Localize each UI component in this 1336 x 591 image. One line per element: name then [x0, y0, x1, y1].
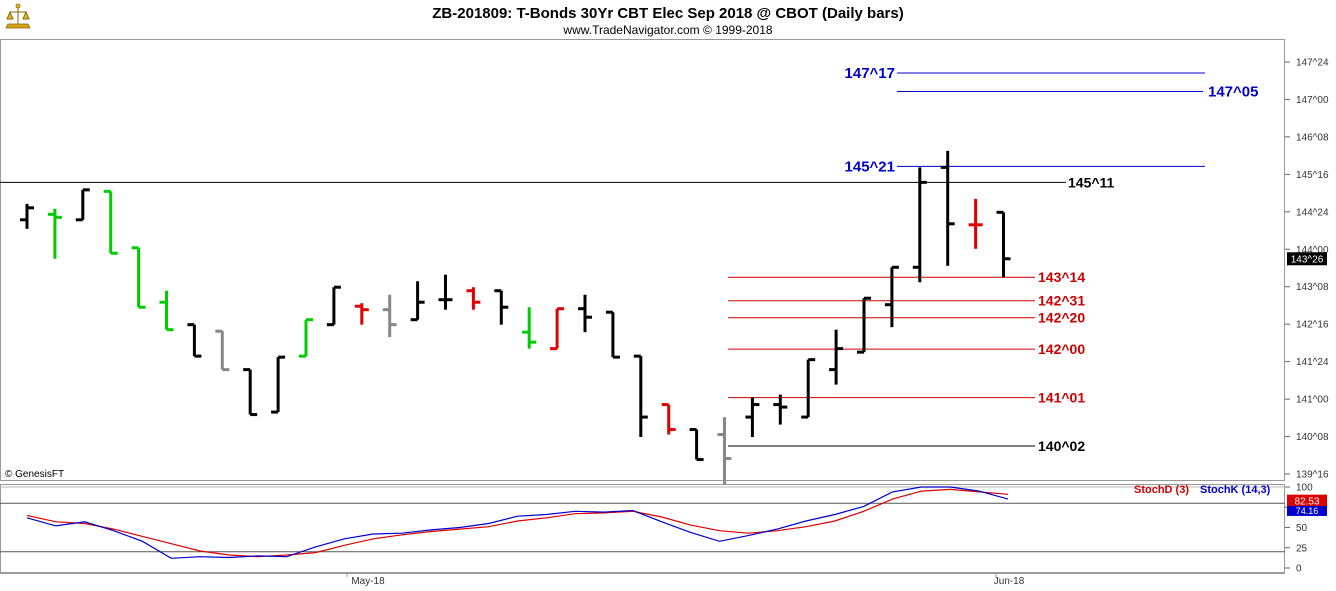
ohlc-bar	[661, 403, 676, 435]
ohlc-bar	[605, 310, 620, 359]
ohlc-bar	[550, 307, 565, 351]
level-label: 143^14	[1038, 269, 1085, 285]
ohlc-bar	[745, 397, 760, 438]
price-tick-label: 144^24	[1296, 207, 1329, 218]
ohlc-bar	[689, 428, 704, 462]
ohlc-bar	[410, 281, 425, 322]
date-label-may: May-18	[351, 576, 385, 587]
ohlc-bar	[801, 358, 816, 419]
stoch-d-value: 82.53	[1294, 497, 1319, 508]
stoch-d-badge	[1287, 494, 1327, 508]
stoch-d-line	[26, 488, 1009, 558]
ohlc-bar	[103, 189, 118, 255]
ohlc-bar	[884, 265, 899, 328]
level-label: 147^05	[1208, 83, 1258, 100]
indicator-pane	[0, 484, 1285, 573]
date-label-jun: Jun-18	[994, 576, 1025, 587]
chart-subtitle: www.TradeNavigator.com © 1999-2018	[562, 23, 772, 37]
ohlc-bar	[940, 150, 955, 266]
chart-title: ZB-201809: T-Bonds 30Yr CBT Elec Sep 201…	[432, 5, 903, 22]
level-label: 140^02	[1038, 438, 1085, 454]
ohlc-bar	[75, 188, 90, 222]
ohlc-bar	[299, 318, 313, 358]
ohlc-bar	[187, 323, 202, 358]
ohlc-bar	[773, 394, 788, 425]
price-tick-label: 141^00	[1296, 395, 1329, 406]
level-label: 141^01	[1038, 390, 1085, 406]
ohlc-bar	[47, 208, 62, 259]
ohlc-bar	[131, 246, 146, 309]
level-label: 145^21	[845, 158, 895, 175]
ohlc-bar	[633, 354, 648, 438]
stoch-k-line	[26, 486, 1009, 559]
ohlc-bar	[354, 303, 369, 325]
ohlc-bar	[20, 203, 34, 229]
level-label: 142^31	[1038, 293, 1085, 309]
last-price-badge	[1287, 252, 1327, 266]
stoch-tick-label: 50	[1296, 523, 1308, 534]
stoch-k-badge	[1287, 505, 1327, 516]
ohlc-bar	[829, 329, 844, 385]
price-tick-label: 145^16	[1296, 170, 1329, 181]
ohlc-bar	[996, 210, 1011, 278]
level-label: 145^11	[1068, 174, 1115, 190]
stoch-tick-label: 0	[1296, 564, 1302, 575]
ohlc-bar	[578, 294, 592, 333]
ohlc-bar	[215, 329, 230, 372]
stoch-tick-label: 25	[1296, 543, 1308, 554]
stochastic-layer: StochD (3)StochK (14,3)100755025082.5374…	[0, 483, 1327, 575]
stoch-k-value: 74.16	[1296, 506, 1319, 516]
ohlc-bar	[326, 285, 341, 327]
price-tick-label: 139^16	[1296, 470, 1329, 481]
ohlc-bar	[717, 417, 732, 485]
price-tick-label: 144^00	[1296, 245, 1329, 256]
ohlc-bar	[271, 355, 286, 414]
stoch-tick-label: 100	[1296, 483, 1313, 494]
price-tick-label: 147^24	[1296, 58, 1329, 69]
ohlc-bar	[382, 294, 397, 338]
ohlc-bar	[438, 274, 453, 310]
price-tick-label: 141^24	[1296, 357, 1329, 368]
stoch-k-label: StochK (14,3)	[1200, 484, 1271, 496]
price-tick-label: 142^16	[1296, 320, 1329, 331]
ohlc-bar	[522, 307, 537, 349]
ohlc-bar	[912, 167, 927, 283]
watermark: © GenesisFT	[5, 469, 64, 480]
price-axis: 147^24147^00146^08145^16144^24144^00143^…	[1285, 58, 1329, 481]
last-price-label: 143^26	[1291, 254, 1324, 265]
level-label: 147^17	[845, 65, 895, 82]
ohlc-bar	[243, 368, 258, 417]
ohlc-bar	[159, 290, 174, 332]
ohlc-bar	[494, 289, 509, 325]
level-label: 142^20	[1038, 310, 1085, 326]
price-tick-label: 146^08	[1296, 132, 1329, 143]
ohlc-bar	[968, 198, 983, 249]
trade-navigator-logo-icon	[3, 3, 33, 31]
price-tick-label: 143^08	[1296, 282, 1329, 293]
stoch-d-label: StochD (3)	[1134, 484, 1189, 496]
price-tick-label: 147^00	[1296, 95, 1329, 106]
bars-layer	[20, 150, 1011, 485]
level-label: 142^00	[1038, 341, 1085, 357]
price-pane	[0, 39, 1285, 481]
ohlc-bar	[857, 296, 871, 354]
ohlc-bar	[466, 287, 481, 310]
price-tick-label: 140^08	[1296, 432, 1329, 443]
